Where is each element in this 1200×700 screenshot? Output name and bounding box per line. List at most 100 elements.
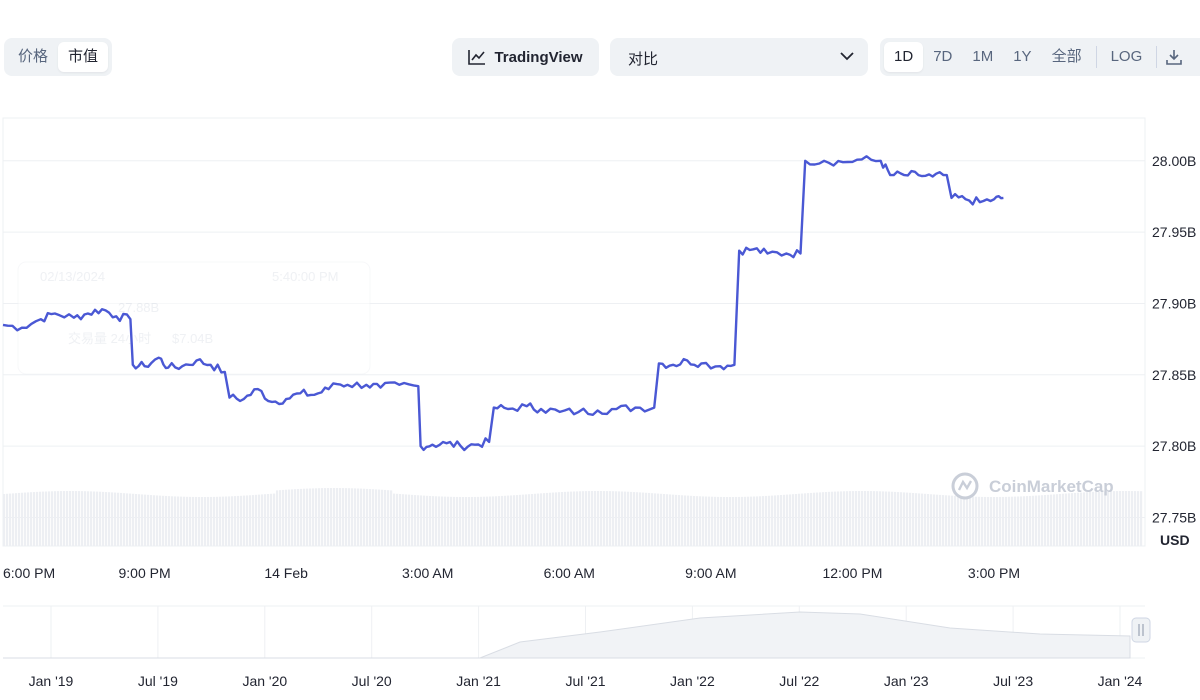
x-tick-label: 6:00 AM bbox=[544, 565, 595, 581]
volume-bar bbox=[570, 491, 573, 546]
navigator-handle[interactable] bbox=[1131, 617, 1151, 643]
volume-bar bbox=[606, 491, 609, 546]
volume-bar bbox=[246, 495, 249, 546]
volume-bar bbox=[1059, 493, 1062, 546]
volume-bar bbox=[582, 491, 585, 546]
volume-bar bbox=[408, 494, 411, 546]
navigator-tick-label: Jan '24 bbox=[1098, 673, 1143, 689]
volume-bar bbox=[444, 496, 447, 546]
range-1y[interactable]: 1Y bbox=[1013, 48, 1032, 65]
volume-bar bbox=[318, 488, 321, 546]
volume-bar bbox=[222, 496, 225, 546]
volume-bar bbox=[45, 491, 48, 546]
volume-bar bbox=[1089, 492, 1092, 546]
volume-bar bbox=[450, 496, 453, 546]
volume-bar bbox=[1068, 493, 1071, 546]
volume-bar bbox=[714, 496, 717, 546]
volume-bar bbox=[441, 496, 444, 546]
volume-bar bbox=[390, 490, 393, 546]
volume-bar bbox=[618, 491, 621, 546]
volume-bar bbox=[141, 494, 144, 546]
compare-dropdown[interactable]: 对比 bbox=[610, 38, 868, 76]
x-tick-label: 14 Feb bbox=[264, 565, 308, 581]
volume-bar bbox=[132, 493, 135, 546]
volume-bar bbox=[531, 493, 534, 546]
volume-bar bbox=[510, 495, 513, 546]
download-icon[interactable] bbox=[1165, 48, 1183, 66]
volume-bar bbox=[828, 491, 831, 546]
volume-bar bbox=[909, 492, 912, 546]
volume-bar bbox=[156, 495, 159, 546]
volume-bar bbox=[90, 491, 93, 546]
volume-bar bbox=[561, 492, 564, 546]
x-tick-label: 3:00 PM bbox=[968, 565, 1020, 581]
volume-bar bbox=[78, 491, 81, 546]
volume-bar bbox=[492, 496, 495, 546]
volume-bar bbox=[162, 495, 165, 546]
volume-bar bbox=[213, 496, 216, 546]
price-option[interactable]: 价格 bbox=[18, 48, 49, 65]
volume-bar bbox=[804, 493, 807, 546]
y-tick-label: 27.85B bbox=[1152, 367, 1196, 383]
volume-bar bbox=[282, 489, 285, 546]
volume-bar bbox=[429, 495, 432, 546]
range-all[interactable]: 全部 bbox=[1051, 48, 1082, 65]
volume-bar bbox=[987, 496, 990, 546]
volume-bar bbox=[666, 494, 669, 546]
volume-bar bbox=[783, 494, 786, 546]
volume-bar bbox=[558, 492, 561, 546]
tooltip-volume: $7.04B bbox=[172, 331, 213, 346]
volume-bar bbox=[1005, 496, 1008, 546]
volume-bar bbox=[957, 495, 960, 546]
volume-bar bbox=[207, 496, 210, 546]
volume-bar bbox=[891, 491, 894, 546]
volume-bar bbox=[1041, 495, 1044, 546]
volume-bar bbox=[174, 496, 177, 546]
chart-type-toggle: 价格 市值 bbox=[4, 38, 113, 76]
volume-bar bbox=[591, 491, 594, 546]
volume-bar bbox=[261, 494, 264, 546]
volume-bar bbox=[762, 496, 765, 546]
volume-bar bbox=[462, 496, 465, 546]
volume-bar bbox=[24, 492, 27, 546]
y-axis: 28.00B 27.95B 27.90B 27.85B 27.80B 27.75B bbox=[1152, 153, 1196, 526]
volume-bar bbox=[705, 496, 708, 546]
volume-bar bbox=[768, 495, 771, 546]
tooltip-date: 02/13/2024 bbox=[40, 269, 105, 284]
volume-bar bbox=[867, 491, 870, 546]
volume-bar bbox=[1017, 496, 1020, 546]
volume-bar bbox=[387, 490, 390, 546]
volume-bar bbox=[264, 494, 267, 546]
range-1m[interactable]: 1M bbox=[972, 48, 994, 65]
volume-bar bbox=[651, 493, 654, 546]
volume-bar bbox=[726, 496, 729, 546]
volume-bar bbox=[960, 496, 963, 546]
y-tick-label: 27.80B bbox=[1152, 438, 1196, 454]
log-scale-toggle[interactable]: LOG bbox=[1110, 48, 1143, 65]
currency-label: USD bbox=[1160, 532, 1190, 548]
volume-bar bbox=[912, 492, 915, 546]
navigator-tick-label: Jan '21 bbox=[456, 673, 501, 689]
volume-bar bbox=[375, 489, 378, 546]
volume-bar bbox=[522, 494, 525, 546]
volume-bar bbox=[381, 489, 384, 546]
tradingview-button[interactable]: TradingView bbox=[452, 38, 599, 76]
range-navigator[interactable]: Jan '19 Jul '19 Jan '20 Jul '20 Jan '21 Jul '… bbox=[3, 605, 1151, 689]
range-7d[interactable]: 7D bbox=[933, 48, 953, 65]
volume-bar bbox=[1077, 492, 1080, 546]
volume-bar bbox=[51, 491, 54, 546]
volume-bar bbox=[183, 496, 186, 546]
volume-bar bbox=[1122, 491, 1125, 546]
volume-bar bbox=[975, 496, 978, 546]
volume-bar bbox=[57, 491, 60, 546]
volume-bar bbox=[60, 491, 63, 546]
volume-bar bbox=[969, 496, 972, 546]
volume-bar bbox=[534, 493, 537, 546]
range-1d[interactable]: 1D bbox=[884, 42, 924, 72]
volume-bar bbox=[636, 492, 639, 546]
volume-bar bbox=[1113, 491, 1116, 546]
market-cap-option[interactable]: 市值 bbox=[58, 42, 109, 72]
volume-bar bbox=[474, 496, 477, 546]
volume-bar bbox=[576, 491, 579, 546]
